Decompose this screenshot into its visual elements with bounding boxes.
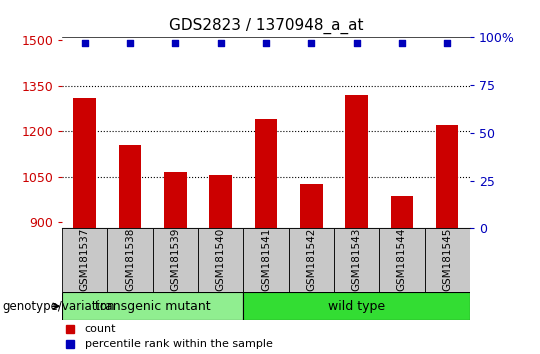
FancyBboxPatch shape bbox=[379, 228, 424, 292]
Text: transgenic mutant: transgenic mutant bbox=[95, 300, 211, 313]
Bar bbox=[255, 119, 277, 228]
Bar bbox=[345, 95, 368, 228]
Title: GDS2823 / 1370948_a_at: GDS2823 / 1370948_a_at bbox=[168, 18, 363, 34]
Text: GSM181541: GSM181541 bbox=[261, 227, 271, 291]
Text: count: count bbox=[85, 324, 116, 334]
Point bbox=[443, 40, 451, 46]
Point bbox=[126, 40, 134, 46]
FancyBboxPatch shape bbox=[424, 228, 470, 292]
FancyBboxPatch shape bbox=[334, 228, 379, 292]
Point bbox=[261, 40, 270, 46]
Bar bbox=[73, 98, 96, 228]
FancyBboxPatch shape bbox=[153, 228, 198, 292]
Point bbox=[171, 40, 180, 46]
Bar bbox=[390, 196, 413, 228]
Text: wild type: wild type bbox=[328, 300, 385, 313]
FancyBboxPatch shape bbox=[244, 292, 470, 320]
FancyBboxPatch shape bbox=[288, 228, 334, 292]
Text: GSM181538: GSM181538 bbox=[125, 227, 135, 291]
Point bbox=[307, 40, 315, 46]
Text: GSM181542: GSM181542 bbox=[306, 227, 316, 291]
FancyBboxPatch shape bbox=[62, 292, 244, 320]
Bar bbox=[300, 184, 322, 228]
Text: percentile rank within the sample: percentile rank within the sample bbox=[85, 339, 272, 349]
FancyBboxPatch shape bbox=[62, 228, 107, 292]
Text: GSM181545: GSM181545 bbox=[442, 227, 452, 291]
Bar bbox=[164, 172, 187, 228]
FancyBboxPatch shape bbox=[198, 228, 244, 292]
Bar bbox=[210, 175, 232, 228]
FancyBboxPatch shape bbox=[244, 228, 288, 292]
Text: GSM181540: GSM181540 bbox=[215, 227, 226, 291]
Text: genotype/variation: genotype/variation bbox=[3, 300, 115, 313]
Text: GSM181539: GSM181539 bbox=[170, 227, 180, 291]
Point bbox=[80, 40, 89, 46]
Point bbox=[217, 40, 225, 46]
Text: GSM181543: GSM181543 bbox=[352, 227, 362, 291]
Bar bbox=[119, 145, 141, 228]
Text: GSM181537: GSM181537 bbox=[80, 227, 90, 291]
Bar bbox=[436, 125, 458, 228]
FancyBboxPatch shape bbox=[107, 228, 153, 292]
Point bbox=[397, 40, 406, 46]
Text: GSM181544: GSM181544 bbox=[397, 227, 407, 291]
Point bbox=[352, 40, 361, 46]
